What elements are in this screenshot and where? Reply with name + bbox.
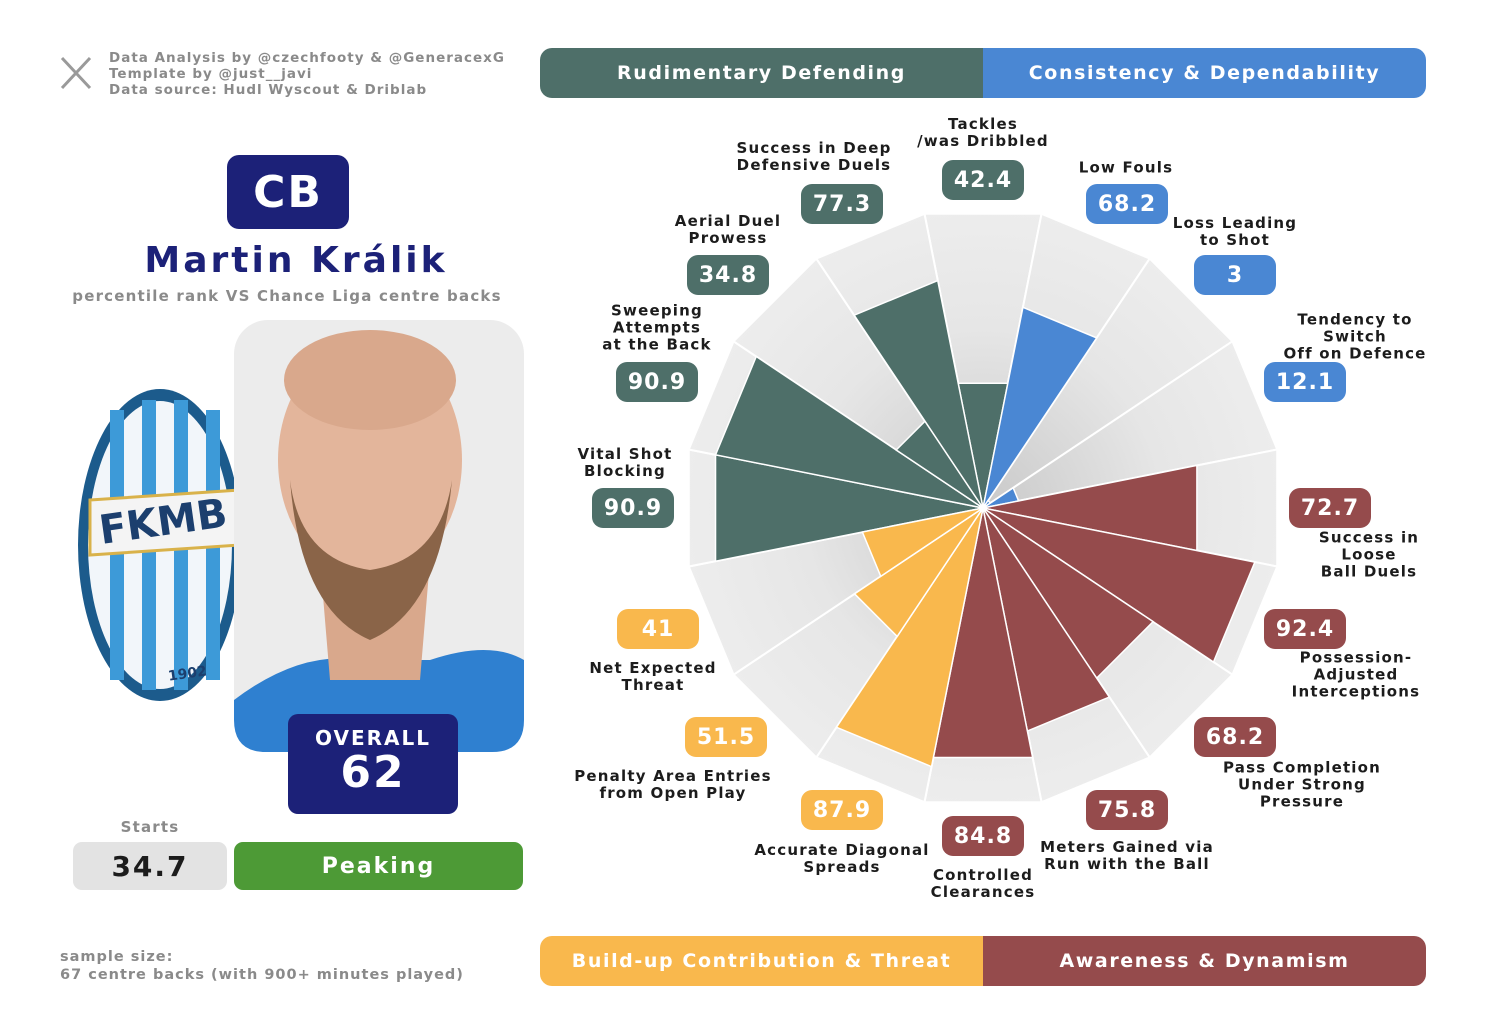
player-photo	[234, 320, 524, 752]
credit-line: Template by @just__javi	[109, 66, 313, 82]
category-label: Sweeping Attempts at the Back	[602, 301, 712, 354]
slice	[853, 279, 984, 509]
category-label: Success in Deep Defensive Duels	[736, 139, 892, 174]
value-badge: 90.9	[616, 362, 698, 402]
club-founded: 1902	[167, 663, 208, 684]
category-label: Accurate Diagonal Spreads	[754, 841, 930, 876]
status: Peaking	[234, 842, 523, 890]
value-badge: 12.1	[1264, 362, 1346, 402]
overall-value: 62	[340, 747, 406, 798]
overall-label: OVERALL	[315, 726, 431, 750]
overall-box: OVERALL 62	[288, 714, 458, 814]
slice	[714, 355, 984, 509]
value-badge: 42.4	[942, 160, 1024, 200]
category-label: Possession-Adjusted Interceptions	[1291, 648, 1421, 701]
value-badge: 41	[617, 609, 699, 649]
category-label: Aerial Duel Prowess	[674, 212, 782, 247]
starts-value: 34.7	[73, 842, 227, 890]
value-badge: 75.8	[1086, 790, 1168, 830]
category-label: Success in Loose Ball Duels	[1318, 528, 1420, 581]
value-badge: 68.2	[1086, 184, 1168, 224]
category-label: Net Expected Threat	[589, 659, 717, 694]
group-header: Build-up Contribution & Threat	[540, 936, 983, 986]
starts-label: Starts	[120, 818, 180, 836]
value-badge: 3	[1194, 255, 1276, 295]
category-label: Loss Leading to Shot	[1172, 214, 1298, 249]
value-badge: 87.9	[801, 790, 883, 830]
sample-size: 67 centre backs (with 900+ minutes playe…	[60, 967, 464, 983]
category-label: Tendency to Switch Off on Defence	[1283, 310, 1427, 363]
slice	[982, 306, 1098, 509]
category-label: Vital Shot Blocking	[577, 445, 673, 480]
category-label: Meters Gained via Run with the Ball	[1040, 838, 1214, 873]
value-badge: 90.9	[592, 488, 674, 528]
credit-line: Data source: Hudl Wyscout & Driblab	[109, 82, 428, 98]
value-badge: 68.2	[1194, 717, 1276, 757]
category-label: Pass Completion Under Strong Pressure	[1222, 758, 1382, 811]
club-logo	[78, 389, 242, 701]
group-header: Consistency & Dependability	[983, 48, 1426, 98]
value-badge: 84.8	[942, 816, 1024, 856]
player-name: Martin Králik	[144, 240, 448, 281]
group-header: Rudimentary Defending	[540, 48, 983, 98]
value-badge: 51.5	[685, 717, 767, 757]
category-label: Low Fouls	[1078, 158, 1174, 177]
value-badge: 72.7	[1289, 488, 1371, 528]
sample-size: sample size:	[60, 949, 174, 965]
subtitle: percentile rank VS Chance Liga centre ba…	[72, 287, 502, 305]
x-logo	[60, 56, 92, 90]
position-badge: CB	[227, 155, 349, 229]
slice	[861, 507, 984, 578]
credit-line: Data Analysis by @czechfooty & @Generace…	[109, 50, 505, 66]
group-header: Awareness & Dynamism	[983, 936, 1426, 986]
value-badge: 92.4	[1264, 609, 1346, 649]
category-label: Controlled Clearances	[930, 866, 1036, 901]
category-label: Penalty Area Entries from Open Play	[574, 767, 772, 802]
category-label: Tackles /was Dribbled	[917, 115, 1049, 150]
value-badge: 34.8	[687, 255, 769, 295]
value-badge: 77.3	[801, 184, 883, 224]
